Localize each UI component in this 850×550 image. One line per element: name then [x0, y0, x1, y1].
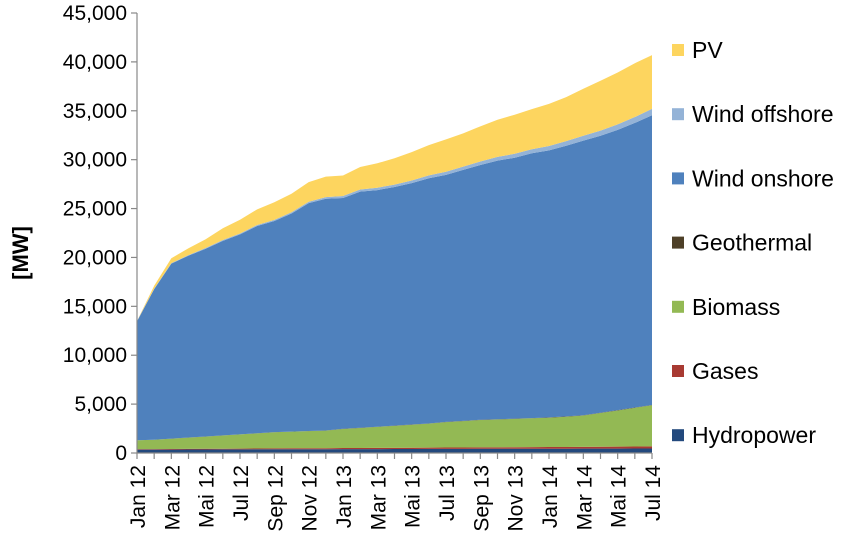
legend-swatch	[672, 300, 684, 313]
x-tick-label: Sep 12	[264, 465, 287, 532]
legend-label: Biomass	[692, 294, 780, 320]
x-tick-label: Mai 14	[608, 465, 631, 528]
x-tick-label: Mar 14	[573, 465, 596, 531]
legend-item-geothermal: Geothermal	[672, 230, 812, 256]
x-tick-label: Sep 13	[470, 465, 493, 532]
legend-item-pv: PV	[672, 37, 723, 63]
legend-label: Hydropower	[692, 422, 816, 448]
area-pv	[137, 55, 652, 321]
area-gases	[137, 446, 652, 450]
legend-item-biomass: Biomass	[672, 294, 780, 320]
area-biomass	[137, 405, 652, 450]
legend-item-gases: Gases	[672, 358, 758, 384]
x-tick-label: Nov 13	[505, 465, 528, 532]
legend-label: Gases	[692, 358, 758, 384]
area-wind-onshore	[137, 115, 652, 441]
legend-swatch	[672, 44, 684, 56]
y-tick-label: 40,000	[63, 51, 127, 74]
areas-layer	[137, 55, 652, 453]
x-tick-label: Mai 12	[196, 465, 219, 528]
legend-label: Wind onshore	[692, 165, 834, 191]
x-tick-label: Jul 14	[642, 465, 665, 521]
y-tick-label: 5,000	[74, 393, 127, 416]
x-tick-label: Jan 12	[127, 465, 150, 528]
legend-item-hydropower: Hydropower	[672, 422, 816, 448]
x-tick-label: Mar 12	[161, 465, 184, 530]
x-tick-label: Mar 13	[367, 465, 390, 530]
legend-swatch	[672, 365, 684, 377]
legend-item-wind-offshore: Wind offshore	[672, 101, 833, 127]
x-tick-label: Nov 12	[299, 465, 322, 532]
y-tick-labels: 0 5,000 10,000 15,000 20,000 25,000 30,000 35,0…	[63, 2, 127, 465]
legend-label: Geothermal	[692, 230, 812, 256]
legend-swatch	[672, 172, 684, 185]
y-tick-label: 20,000	[63, 246, 127, 269]
x-tick-label: Jul 12	[230, 465, 253, 521]
y-tick-label: 25,000	[63, 198, 127, 221]
legend: PV Wind offshore Wind onshore Geothermal Bio…	[672, 37, 834, 448]
legend-swatch	[672, 108, 684, 121]
x-tick-labels: Jan 12 Mar 12 Mai 12 Jul 12 Sep 12 Nov 12 Jan …	[127, 465, 665, 532]
legend-swatch	[672, 236, 684, 249]
legend-swatch	[672, 429, 684, 442]
y-tick-label: 45,000	[63, 2, 127, 25]
y-tick-label: 10,000	[63, 344, 127, 367]
axes-layer	[131, 12, 653, 459]
x-tick-label: Jan 14	[539, 465, 562, 528]
y-tick-label: 35,000	[63, 100, 127, 123]
x-tick-label: Mai 13	[402, 465, 425, 528]
area-hydropower	[137, 448, 652, 453]
x-tick-label: Jan 13	[333, 465, 356, 528]
legend-label: Wind offshore	[692, 101, 833, 127]
y-tick-label: 30,000	[63, 149, 127, 172]
y-tick-label: 15,000	[63, 295, 127, 318]
y-tick-label: 0	[115, 442, 127, 465]
legend-label: PV	[692, 37, 723, 63]
y-axis-title: [MW]	[8, 226, 33, 280]
legend-item-wind-onshore: Wind onshore	[672, 165, 834, 191]
x-tick-label: Jul 13	[436, 465, 459, 521]
